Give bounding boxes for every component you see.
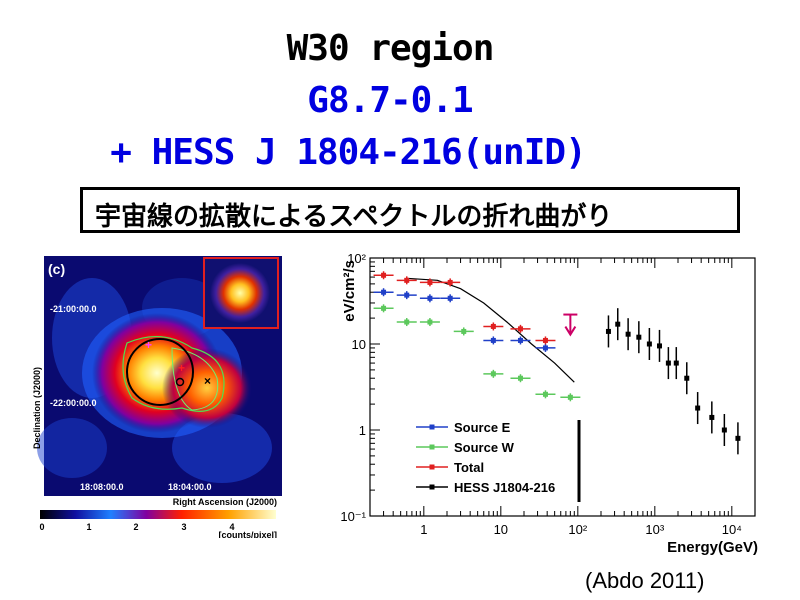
data-point — [404, 292, 410, 298]
x-marker: × — [204, 374, 211, 388]
series-source-w — [373, 304, 581, 402]
data-point — [636, 334, 642, 340]
data-point — [490, 371, 496, 377]
data-point — [427, 295, 433, 301]
data-point — [721, 427, 727, 433]
ra-tick-2: 18:04:00.0 — [168, 482, 212, 492]
dec-axis-label: Declination (J2000) — [32, 367, 42, 449]
contour-inner — [171, 347, 219, 411]
dec-tick-1: -21:00:00.0 — [50, 304, 97, 314]
data-point — [673, 360, 679, 366]
data-point — [605, 328, 611, 334]
data-point — [404, 319, 410, 325]
panel-label: (c) — [48, 261, 65, 277]
y-axis-label: eV/cm²/s — [341, 260, 358, 322]
colorbar — [40, 510, 276, 519]
y-tick-label: 10² — [347, 251, 366, 266]
cbar-tick-1: 1 — [86, 522, 91, 532]
plot-axes: 1 10 10² 10³ 10⁴ 10⁻¹ 1 10 10² — [340, 251, 756, 537]
x-axis-label: Energy(GeV) — [667, 539, 758, 556]
x-tick-label: 10⁴ — [722, 522, 742, 537]
data-point — [665, 360, 671, 366]
data-point — [615, 321, 621, 327]
data-point — [447, 279, 453, 285]
data-point — [625, 331, 631, 337]
data-point — [517, 326, 523, 332]
legend-label: Source E — [454, 420, 511, 435]
hotspot-hess — [162, 348, 252, 428]
data-point — [447, 295, 453, 301]
cbar-tick-2: 2 — [133, 522, 138, 532]
data-point — [461, 328, 467, 334]
data-point — [709, 414, 715, 420]
cbar-tick-4: 4 — [229, 522, 234, 532]
circle-marker — [175, 377, 185, 387]
sed-plot: 1 10 10² 10³ 10⁴ 10⁻¹ 1 10 10² Source E Source W T… — [330, 240, 770, 560]
plus-marker-2: + — [178, 361, 185, 375]
data-point — [567, 394, 573, 400]
x-tick-label: 10³ — [645, 522, 664, 537]
x-tick-label: 10² — [568, 522, 587, 537]
data-point — [735, 435, 741, 441]
data-point — [404, 277, 410, 283]
data-point — [542, 345, 548, 351]
data-point — [490, 337, 496, 343]
data-point — [381, 272, 387, 278]
data-point — [517, 375, 523, 381]
series-source-e — [373, 288, 556, 352]
banner-text: 宇宙線の拡散によるスペクトルの折れ曲がり — [95, 202, 613, 232]
y-tick-label: 1 — [359, 423, 366, 438]
plot-frame — [369, 257, 756, 517]
data-point — [517, 337, 523, 343]
legend-marker — [429, 484, 435, 490]
legend-label: Total — [454, 460, 484, 475]
banner-box: 宇宙線の拡散によるスペクトルの折れ曲がり — [80, 187, 740, 233]
cbar-tick-3: 3 — [181, 522, 186, 532]
data-point — [490, 323, 496, 329]
data-point — [695, 405, 701, 411]
source-name-g8-7: G8.7-0.1 — [307, 80, 473, 121]
legend-marker — [429, 464, 435, 470]
source-name-hess: + HESS J 1804-216(unID) — [110, 132, 587, 173]
citation: (Abdo 2011) — [585, 568, 705, 593]
psf-spot — [210, 263, 270, 323]
data-point — [427, 319, 433, 325]
fermi-count-map: + + × (c) Declination (J2000) -21:00:00.… — [32, 248, 282, 538]
legend-marker — [429, 444, 435, 450]
dec-tick-2: -22:00:00.0 — [50, 398, 97, 408]
cbar-tick-0: 0 — [39, 522, 44, 532]
contour-outer — [122, 335, 225, 412]
upper-limit-arrow — [564, 326, 577, 337]
ra-tick-1: 18:08:00.0 — [80, 482, 124, 492]
legend-marker — [429, 424, 435, 430]
x-tick-label: 1 — [420, 522, 427, 537]
data-point — [684, 375, 690, 381]
legend: Source E Source W Total HESS J1804-216 — [408, 416, 581, 502]
data-point — [542, 391, 548, 397]
x-tick-label: 10 — [494, 522, 508, 537]
cbar-unit: [counts/pixel] — [218, 530, 277, 538]
data-point — [542, 337, 548, 343]
legend-label: Source W — [454, 440, 515, 455]
plus-marker-1: + — [145, 338, 152, 352]
data-point — [427, 279, 433, 285]
data-point — [381, 289, 387, 295]
y-tick-label: 10⁻¹ — [340, 509, 366, 524]
data-point — [656, 343, 662, 349]
data-point — [381, 305, 387, 311]
data-point — [646, 341, 652, 347]
ra-axis-label: Right Ascension (J2000) — [173, 497, 277, 507]
series-total — [373, 271, 556, 345]
slide-title: W30 region — [286, 28, 495, 69]
source-circle — [126, 338, 194, 406]
y-tick-label: 10 — [352, 337, 366, 352]
legend-label: HESS J1804-216 — [454, 480, 555, 495]
series-hess-j1804-216 — [605, 308, 741, 455]
